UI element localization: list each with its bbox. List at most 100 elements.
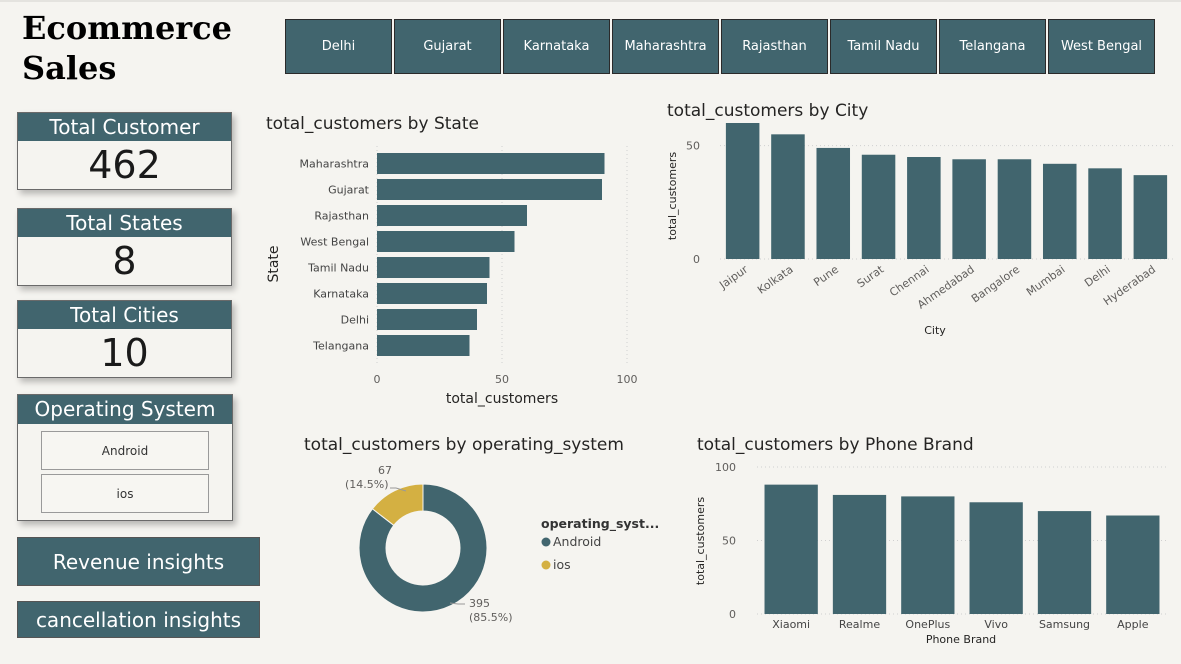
os-leader-ios (390, 487, 407, 492)
os-slice-ios (371, 483, 424, 527)
revenue-insights-button[interactable]: Revenue insights (17, 537, 260, 586)
chart-state-plot: 0 50 100 Maharashtra Gujarat Rajasthan West Be… (300, 146, 638, 386)
chart-city-ylabel: total_customers (666, 152, 679, 240)
brand-y-tick: 100 (715, 461, 736, 474)
brand-category-label: Xiaomi (772, 618, 810, 631)
city-category-label: Kolkata (755, 263, 796, 297)
os-legend-marker (541, 560, 551, 570)
title-line-2: Sales (22, 49, 117, 87)
brand-bar (1106, 515, 1160, 614)
kpi-label: Total States (18, 209, 231, 237)
os-filter-android-button[interactable]: Android (41, 431, 209, 470)
state-x-tick: 0 (374, 373, 381, 386)
chart-os-title: total_customers by operating_system (304, 435, 624, 455)
city-category-label: Delhi (1082, 263, 1113, 290)
city-bar (771, 134, 805, 259)
dashboard-title: Ecommerce Sales (22, 8, 262, 88)
chart-os: total_customers by operating_system oper… (304, 435, 659, 624)
state-tab-delhi[interactable]: Delhi (285, 19, 392, 74)
os-filter-panel: Operating System Android ios (17, 394, 233, 521)
city-category-label: Jaipur (716, 263, 750, 293)
brand-bar (901, 496, 955, 614)
chart-os-plot: 67(14.5%) 395(85.5%) Android ios (345, 464, 601, 624)
city-bar (1042, 163, 1077, 259)
os-leader-android (449, 602, 465, 605)
state-tab-west-bengal[interactable]: West Bengal (1048, 19, 1155, 74)
chart-brand: total_customers by Phone Brand total_cus… (694, 435, 1167, 646)
city-bar (952, 159, 986, 259)
kpi-label: Total Cities (18, 301, 231, 329)
brand-bar (764, 484, 818, 614)
city-bar (1088, 168, 1122, 259)
kpi-value: 462 (88, 143, 161, 187)
city-bar (907, 157, 941, 259)
state-tab-rajasthan[interactable]: Rajasthan (721, 19, 828, 74)
kpi-card-total-states: Total States 8 (17, 208, 232, 286)
brand-category-label: Vivo (984, 618, 1008, 631)
kpi-card-total-customer: Total Customer 462 (17, 112, 232, 190)
chart-state: total_customers by State State total_cus… (266, 114, 638, 407)
state-category-label: West Bengal (300, 236, 369, 249)
city-bar (725, 123, 760, 259)
chart-state-ylabel: State (266, 245, 282, 282)
chart-brand-title: total_customers by Phone Brand (697, 435, 974, 455)
chart-brand-plot: 0 50 100 Xiaomi Realme OnePlus Vivo Samsung Appl… (715, 461, 1167, 631)
chart-os-legend-title: operating_syst... (541, 516, 659, 532)
chart-city-title: total_customers by City (667, 101, 868, 121)
chart-city-xlabel: City (924, 324, 946, 337)
state-x-tick: 100 (617, 373, 638, 386)
cancellation-insights-button[interactable]: cancellation insights (17, 601, 260, 638)
state-tab-gujarat[interactable]: Gujarat (394, 19, 501, 74)
brand-category-label: Apple (1117, 618, 1149, 631)
state-tab-karnataka[interactable]: Karnataka (503, 19, 610, 74)
state-category-label: Gujarat (328, 184, 370, 197)
brand-y-tick: 0 (729, 608, 736, 621)
city-bar (997, 159, 1032, 259)
os-filter-title: Operating System (18, 395, 232, 424)
brand-bar (1037, 511, 1092, 614)
os-data-label-android-value: 395 (469, 597, 490, 610)
state-tab-maharashtra[interactable]: Maharashtra (612, 19, 719, 74)
chart-state-xlabel: total_customers (446, 391, 558, 407)
state-category-label: Maharashtra (300, 158, 370, 171)
state-category-label: Tamil Nadu (307, 262, 369, 275)
city-category-label: Mumbai (1024, 263, 1067, 299)
brand-category-label: OnePlus (905, 618, 950, 631)
os-legend-marker (541, 537, 551, 547)
state-tab-telangana[interactable]: Telangana (939, 19, 1046, 74)
os-data-label-ios-percent: (14.5%) (345, 478, 389, 491)
state-tab-tamil-nadu[interactable]: Tamil Nadu (830, 19, 937, 74)
title-line-1: Ecommerce (22, 9, 232, 47)
os-data-label-android-percent: (85.5%) (469, 611, 513, 624)
state-bar (377, 257, 490, 278)
city-bar (816, 147, 851, 259)
state-tab-bar: Delhi Gujarat Karnataka Maharashtra Raja… (285, 19, 1157, 74)
city-bar (861, 154, 896, 259)
brand-y-tick: 50 (722, 535, 736, 548)
city-category-label: Pune (811, 263, 841, 289)
city-category-label: Surat (855, 262, 887, 290)
city-y-tick: 50 (686, 140, 700, 153)
kpi-value: 10 (100, 331, 149, 375)
brand-category-label: Realme (839, 618, 880, 631)
state-category-label: Telangana (312, 340, 369, 353)
brand-bar (969, 502, 1023, 614)
state-category-label: Karnataka (313, 288, 369, 301)
chart-city: total_customers by City total_customers … (666, 101, 1173, 337)
os-data-label-ios-value: 67 (378, 464, 392, 477)
state-bar (377, 153, 605, 174)
city-y-tick: 0 (693, 253, 700, 266)
kpi-value: 8 (112, 239, 137, 283)
top-divider (0, 0, 1181, 2)
state-bar (377, 283, 487, 304)
os-filter-ios-button[interactable]: ios (41, 474, 209, 513)
state-category-label: Delhi (341, 314, 369, 327)
city-bar (1133, 175, 1168, 259)
os-legend-label: Android (553, 534, 601, 549)
os-slice-android (358, 483, 488, 613)
state-bar (377, 335, 470, 356)
os-legend-label: ios (553, 557, 571, 572)
state-bar (377, 179, 602, 200)
state-bar (377, 309, 477, 330)
